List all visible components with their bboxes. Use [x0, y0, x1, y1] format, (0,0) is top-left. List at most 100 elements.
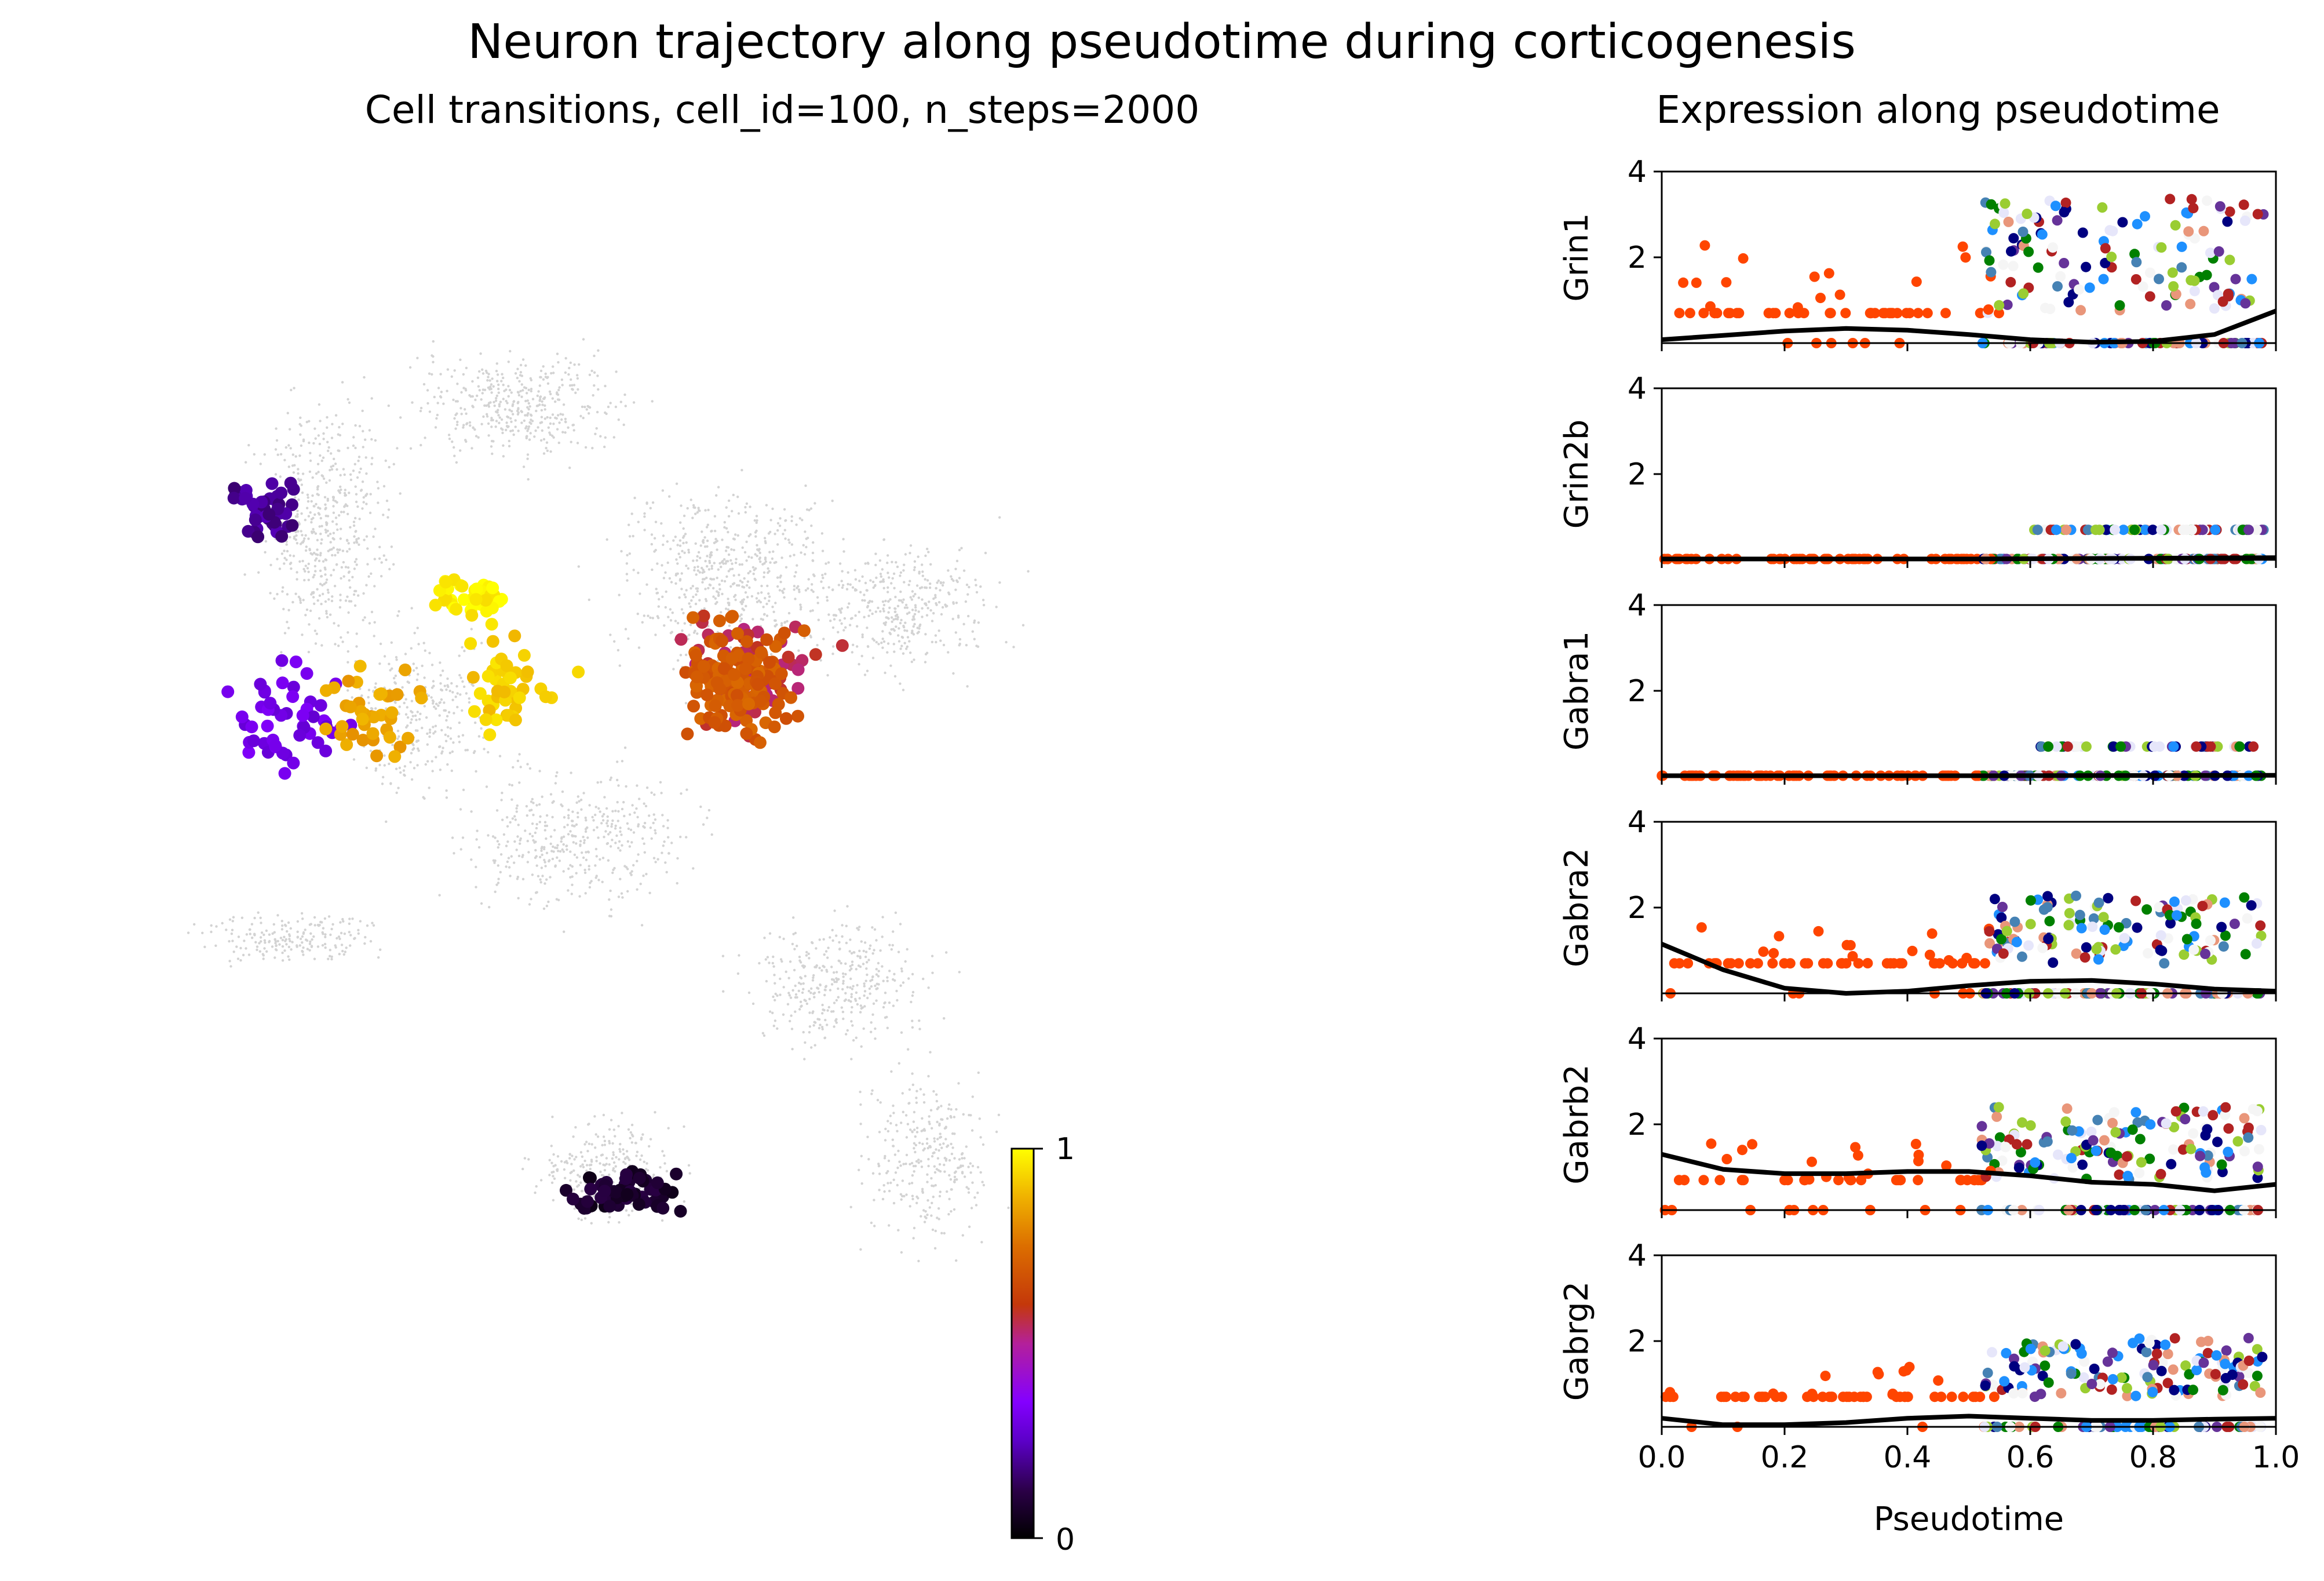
background-cell [884, 1127, 887, 1131]
background-cell [844, 992, 847, 995]
background-cell [552, 845, 554, 848]
expression-point [1880, 308, 1891, 319]
background-cell [487, 422, 490, 425]
background-cell [534, 429, 537, 432]
background-cell [804, 589, 808, 592]
background-cell [419, 443, 422, 447]
background-cell [861, 599, 864, 602]
expression-point [2156, 524, 2167, 536]
background-cell [911, 1026, 914, 1029]
background-cell [849, 1205, 852, 1208]
background-cell [882, 538, 886, 541]
background-cell [187, 931, 190, 934]
background-cell [567, 426, 570, 429]
background-cell [932, 1185, 935, 1187]
background-cell [550, 1161, 553, 1164]
background-cell [416, 729, 419, 732]
background-cell [451, 750, 454, 753]
background-cell [665, 590, 667, 593]
background-cell [292, 471, 295, 474]
background-cell [261, 953, 264, 956]
background-cell [357, 594, 360, 597]
background-cell [644, 804, 648, 808]
background-cell [296, 509, 299, 512]
background-cell [721, 560, 724, 563]
background-cell [714, 597, 717, 600]
background-cell [568, 366, 571, 370]
background-cell [454, 427, 457, 430]
background-cell [812, 590, 815, 593]
background-cell [782, 937, 785, 941]
background-cell [444, 740, 448, 742]
background-cell [706, 523, 710, 526]
background-cell [762, 606, 765, 609]
background-cell [364, 456, 367, 459]
background-cell [707, 508, 710, 512]
background-cell [913, 1142, 916, 1145]
background-cell [637, 853, 640, 856]
background-cell [403, 773, 406, 777]
background-cell [649, 826, 652, 829]
background-cell [802, 544, 805, 547]
umap-title: Cell transitions, cell_id=100, n_steps=2… [365, 88, 1199, 132]
background-cell [811, 551, 815, 555]
background-cell [506, 816, 509, 819]
background-cell [649, 616, 652, 620]
background-cell [888, 576, 891, 579]
background-cell [426, 389, 429, 392]
background-cell [398, 705, 401, 708]
background-cell [795, 523, 798, 526]
background-cell [475, 770, 477, 773]
background-cell [552, 371, 555, 374]
background-cell [421, 664, 424, 668]
background-cell [340, 527, 342, 530]
background-cell [979, 585, 982, 588]
background-cell [609, 633, 612, 636]
background-cell [714, 541, 717, 544]
background-cell [706, 540, 709, 542]
background-cell [562, 843, 565, 846]
background-cell [710, 578, 713, 581]
background-cell [325, 523, 328, 526]
background-cell [577, 565, 580, 568]
background-cell [912, 615, 915, 618]
background-cell [469, 424, 472, 427]
background-cell [520, 421, 523, 424]
background-cell [835, 999, 838, 1002]
background-cell [859, 1090, 862, 1094]
trajectory-cell [751, 625, 764, 639]
background-cell [353, 567, 356, 570]
background-cell [379, 642, 382, 646]
background-cell [369, 940, 373, 943]
background-cell [269, 592, 272, 595]
background-cell [468, 421, 472, 424]
background-cell [842, 538, 845, 541]
background-cell [314, 570, 317, 573]
background-cell [823, 953, 826, 956]
background-cell [397, 735, 400, 738]
background-cell [684, 702, 688, 705]
background-cell [345, 538, 349, 542]
background-cell [497, 877, 500, 880]
background-cell [409, 721, 413, 724]
background-cell [526, 392, 528, 395]
background-cell [903, 581, 906, 584]
background-cell [510, 784, 514, 787]
background-cell [582, 338, 585, 341]
background-cell [572, 424, 575, 427]
background-cell [479, 352, 482, 355]
background-cell [664, 571, 667, 574]
background-cell [443, 684, 446, 687]
background-cell [827, 613, 830, 616]
expression-point [2097, 202, 2108, 213]
background-cell [264, 540, 268, 543]
background-cell [476, 829, 479, 832]
background-cell [685, 836, 688, 839]
background-cell [921, 598, 924, 601]
background-cell [626, 822, 629, 825]
colorbar: 1 0 [1010, 1132, 1075, 1557]
background-cell [698, 509, 701, 512]
background-cell [913, 1170, 915, 1173]
